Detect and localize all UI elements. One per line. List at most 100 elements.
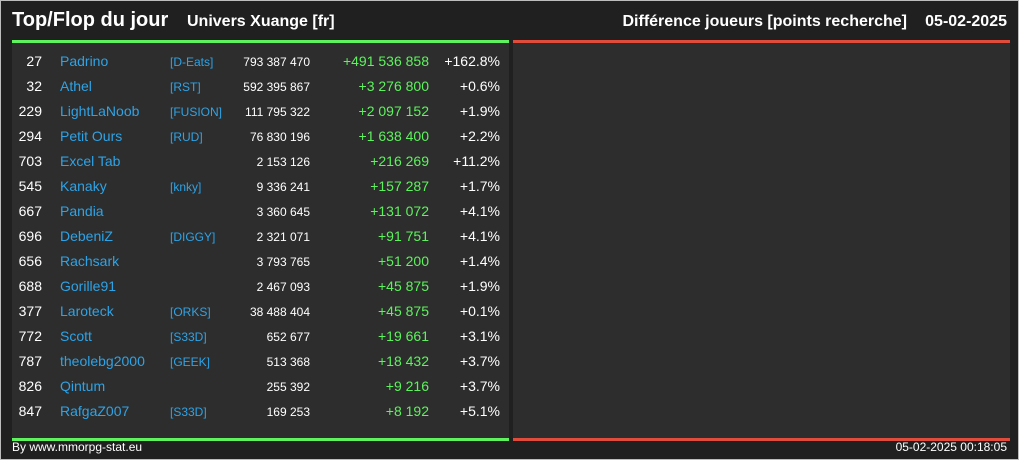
alliance-tag-link[interactable]: [ORKS] — [170, 305, 211, 319]
table-row: 787 theolebg2000 [GEEK] 513 368 +18 432 +3.7% — [12, 349, 509, 374]
percent-change: +1.9% — [459, 103, 500, 119]
date-label: 05-02-2025 — [925, 13, 1007, 30]
player-points: 3 793 765 — [256, 255, 310, 269]
percent-change: +11.2% — [453, 153, 500, 169]
percent-change: +3.7% — [459, 353, 500, 369]
alliance-tag-link[interactable]: [knky] — [170, 180, 202, 194]
table-row: 27 Padrino [D-Eats] 793 387 470 +491 536 858… — [12, 49, 509, 74]
percent-change: +162.8% — [444, 53, 500, 69]
alliance-tag-link[interactable]: [RST] — [170, 80, 201, 94]
points-difference: +18 432 — [378, 353, 429, 369]
alliance-tag-link[interactable]: [RUD] — [170, 130, 203, 144]
player-points: 38 488 404 — [249, 305, 310, 319]
universe-label: Univers Xuange [fr] — [187, 13, 335, 30]
player-name-link[interactable]: Pandia — [60, 203, 104, 219]
percent-change: +3.1% — [459, 328, 500, 344]
player-rank: 688 — [18, 278, 42, 294]
points-difference: +157 287 — [370, 178, 429, 194]
table-row: 688 Gorille91 2 467 093 +45 875 +1.9% — [12, 274, 509, 299]
table-row: 545 Kanaky [knky] 9 336 241 +157 287 +1.7% — [12, 174, 509, 199]
player-rank: 667 — [18, 203, 42, 219]
points-difference: +3 276 800 — [358, 78, 429, 94]
player-rank: 787 — [18, 353, 42, 369]
points-difference: +91 751 — [378, 228, 429, 244]
player-rank: 696 — [18, 228, 42, 244]
player-points: 513 368 — [266, 355, 310, 369]
footer-timestamp: 05-02-2025 00:18:05 — [895, 440, 1007, 454]
header: Top/Flop du jour Univers Xuange [fr] Dif… — [12, 9, 1007, 35]
percent-change: +1.9% — [459, 278, 500, 294]
player-name-link[interactable]: Kanaky — [60, 178, 107, 194]
top-list: 27 Padrino [D-Eats] 793 387 470 +491 536 858… — [12, 49, 509, 424]
table-row: 667 Pandia 3 360 645 +131 072 +4.1% — [12, 199, 509, 224]
table-row: 826 Qintum 255 392 +9 216 +3.7% — [12, 374, 509, 399]
percent-change: +4.1% — [459, 228, 500, 244]
player-rank: 27 — [26, 53, 42, 69]
footer-credit: By www.mmorpg-stat.eu — [12, 440, 143, 454]
table-row: 377 Laroteck [ORKS] 38 488 404 +45 875 +0.1% — [12, 299, 509, 324]
player-name-link[interactable]: Padrino — [60, 53, 109, 69]
points-difference: +45 875 — [378, 303, 429, 319]
table-row: 32 Athel [RST] 592 395 867 +3 276 800 +0.6% — [12, 74, 509, 99]
player-name-link[interactable]: Petit Ours — [60, 128, 123, 144]
table-row: 696 DebeniZ [DIGGY] 2 321 071 +91 751 +4.1% — [12, 224, 509, 249]
player-name-link[interactable]: LightLaNoob — [60, 103, 140, 119]
points-difference: +45 875 — [378, 278, 429, 294]
player-points: 793 387 470 — [243, 55, 310, 69]
player-rank: 545 — [18, 178, 42, 194]
player-name-link[interactable]: Laroteck — [60, 303, 114, 319]
alliance-tag-link[interactable]: [D-Eats] — [170, 55, 214, 69]
player-name-link[interactable]: Rachsark — [60, 253, 120, 269]
top-panel: 27 Padrino [D-Eats] 793 387 470 +491 536 858… — [12, 40, 509, 441]
percent-change: +4.1% — [459, 203, 500, 219]
player-rank: 656 — [18, 253, 42, 269]
player-name-link[interactable]: DebeniZ — [60, 228, 113, 244]
player-name-link[interactable]: theolebg2000 — [60, 353, 145, 369]
player-name-link[interactable]: Scott — [60, 328, 92, 344]
player-name-link[interactable]: Excel Tab — [60, 153, 121, 169]
player-rank: 772 — [18, 328, 42, 344]
alliance-tag-link[interactable]: [S33D] — [170, 405, 207, 419]
table-row: 229 LightLaNoob [FUSION] 111 795 322 +2 097 … — [12, 99, 509, 124]
player-points: 3 360 645 — [256, 205, 310, 219]
points-difference: +8 192 — [385, 403, 429, 419]
points-difference: +19 661 — [378, 328, 429, 344]
percent-change: +2.2% — [459, 128, 500, 144]
points-difference: +9 216 — [385, 378, 429, 394]
percent-change: +1.4% — [459, 253, 500, 269]
player-points: 255 392 — [266, 380, 310, 394]
percent-change: +3.7% — [459, 378, 500, 394]
player-name-link[interactable]: Qintum — [60, 378, 106, 394]
player-name-link[interactable]: Gorille91 — [60, 278, 117, 294]
player-rank: 377 — [18, 303, 42, 319]
player-points: 9 336 241 — [256, 180, 310, 194]
table-row: 294 Petit Ours [RUD] 76 830 196 +1 638 400 +2… — [12, 124, 509, 149]
player-rank: 847 — [18, 403, 42, 419]
percent-change: +0.1% — [459, 303, 500, 319]
player-name-link[interactable]: RafgaZ007 — [60, 403, 130, 419]
metric-label: Différence joueurs [points recherche] — [622, 13, 907, 30]
alliance-tag-link[interactable]: [FUSION] — [170, 105, 223, 119]
flop-panel — [513, 40, 1010, 441]
alliance-tag-link[interactable]: [DIGGY] — [170, 230, 216, 244]
points-difference: +491 536 858 — [342, 53, 429, 69]
table-row: 703 Excel Tab 2 153 126 +216 269 +11.2% — [12, 149, 509, 174]
player-name-link[interactable]: Athel — [60, 78, 92, 94]
percent-change: +0.6% — [459, 78, 500, 94]
page-title: Top/Flop du jour — [12, 9, 169, 31]
points-difference: +131 072 — [370, 203, 429, 219]
player-points: 2 467 093 — [256, 280, 310, 294]
percent-change: +5.1% — [459, 403, 500, 419]
points-difference: +2 097 152 — [358, 103, 429, 119]
player-points: 652 677 — [266, 330, 310, 344]
player-rank: 294 — [18, 128, 42, 144]
player-points: 111 795 322 — [245, 105, 310, 119]
player-points: 76 830 196 — [249, 130, 310, 144]
player-rank: 826 — [18, 378, 42, 394]
points-difference: +1 638 400 — [358, 128, 429, 144]
alliance-tag-link[interactable]: [GEEK] — [170, 355, 211, 369]
points-difference: +216 269 — [370, 153, 429, 169]
player-points: 169 253 — [266, 405, 310, 419]
alliance-tag-link[interactable]: [S33D] — [170, 330, 207, 344]
